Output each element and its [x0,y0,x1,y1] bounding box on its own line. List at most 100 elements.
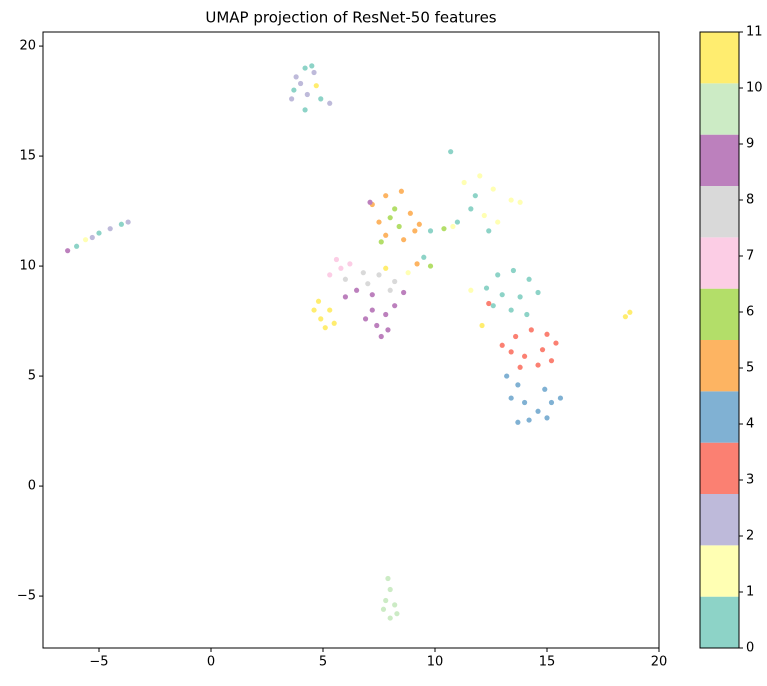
y-tick-label: −5 [17,589,36,604]
point [96,230,102,236]
point [414,261,420,267]
point [289,96,295,102]
point [392,206,398,212]
colorbar-segment [700,237,739,289]
point [392,602,398,608]
chart-title: UMAP projection of ResNet-50 features [205,9,496,27]
point [387,615,393,621]
point [293,74,299,80]
colorbar-frame [699,31,740,649]
point [508,197,514,203]
point [490,303,496,309]
point [535,289,541,296]
point [385,575,391,582]
point [535,362,541,368]
point [421,254,427,260]
point [347,261,353,267]
x-tick-label: −5 [89,655,108,670]
point [448,149,454,155]
point [412,228,418,234]
point [318,316,324,322]
point [486,300,492,307]
point [517,364,523,370]
colorbar-segment [700,32,739,84]
point [383,193,389,199]
point [499,292,505,298]
point [515,382,521,388]
point [311,307,317,313]
point [387,287,393,293]
point [107,226,113,232]
point [517,199,523,205]
point [401,289,407,296]
point [315,298,322,304]
point [302,65,308,71]
point [362,316,369,322]
point [376,219,382,225]
colorbar-segment [700,391,739,443]
point [327,100,333,106]
point [622,314,629,320]
point [385,327,391,333]
colorbar-segment [700,545,739,597]
point [392,278,398,285]
x-tick-label: 5 [319,655,327,670]
colorbar-tick-label: 7 [746,249,754,264]
point [450,223,456,230]
point [483,285,490,291]
point [309,63,315,69]
point [369,307,375,313]
point [522,353,528,359]
point [374,322,380,329]
colorbar-segment [700,340,739,392]
y-tick-label: 10 [19,259,36,274]
y-tick-label: 0 [28,479,36,494]
point [544,331,550,337]
point [461,179,467,186]
point [535,408,541,414]
point [342,294,348,300]
point [313,83,319,89]
point [427,228,434,234]
point [327,272,333,278]
point [398,188,404,194]
point [291,87,297,93]
point [528,327,534,333]
point [553,340,559,346]
point [499,342,505,348]
point [526,417,532,423]
point [441,226,447,232]
point [318,96,324,102]
point [322,325,328,331]
point [302,107,308,113]
point [510,267,516,274]
colorbar-tick-label: 10 [746,81,763,96]
colorbar-segment [700,442,739,494]
point [89,234,95,241]
colorbar-tick-label: 9 [746,137,754,152]
point [367,199,373,205]
point [118,221,124,227]
point [74,243,80,249]
point [477,173,483,179]
point [522,399,528,406]
point [557,395,564,401]
point [392,303,398,309]
point [504,373,510,379]
colorbar-tick-label: 8 [746,193,754,208]
x-tick-label: 10 [427,655,444,670]
point [378,333,384,340]
point [342,276,348,282]
point [407,210,413,216]
point [354,287,360,293]
point [378,239,384,245]
x-tick-label: 0 [207,655,215,670]
point [508,349,514,355]
colorbar-tick-label: 0 [746,641,754,656]
point [365,281,371,287]
point [383,232,389,238]
colorbar-segment [700,134,739,186]
point [333,256,340,263]
colorbar-tick-label: 1 [746,585,754,600]
y-tick-label: 15 [19,149,36,164]
